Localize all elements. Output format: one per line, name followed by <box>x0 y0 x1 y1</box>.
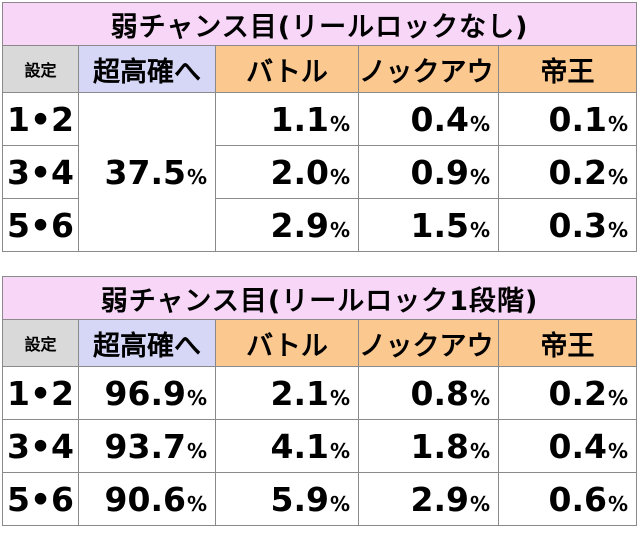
emperor-value: 0.3 <box>548 205 607 245</box>
percent-unit: % <box>469 385 490 410</box>
percent-unit: % <box>608 385 629 410</box>
emperor-value: 0.2 <box>548 373 608 413</box>
percent-unit: % <box>608 491 629 516</box>
percent-unit: % <box>469 438 490 463</box>
knockout-value-cell: 1.5% <box>358 198 499 252</box>
percent-unit: % <box>469 111 490 136</box>
percent-unit: % <box>329 491 350 516</box>
percent-unit: % <box>329 385 350 410</box>
header-setting: 設定 <box>2 319 79 367</box>
table-reel-lock-1: 弱チャンス目(リールロック1段階) 設定 超高確へ バトル ノックアウト 帝王 … <box>1 276 638 526</box>
emperor-value-cell: 0.2% <box>497 145 638 199</box>
setting-label: 5•6 <box>2 472 79 526</box>
setting-label: 1•2 <box>2 366 79 420</box>
battle-value: 4.1 <box>270 426 329 466</box>
knockout-value-cell: 1.8% <box>358 419 499 473</box>
table-title: 弱チャンス目(リールロック1段階) <box>1 276 638 320</box>
knockout-value-cell: 0.4% <box>358 92 499 146</box>
battle-value-cell: 5.9% <box>215 472 359 526</box>
table-row: 1•2 96.9% 2.1% 0.8% 0.2% <box>2 366 638 420</box>
knockout-value: 0.4 <box>410 99 469 139</box>
super-high-value: 96.9 <box>104 373 186 413</box>
percent-unit: % <box>186 385 207 410</box>
emperor-value-cell: 0.6% <box>497 472 638 526</box>
knockout-value: 1.5 <box>410 205 469 245</box>
emperor-value-cell: 0.4% <box>497 419 638 473</box>
knockout-value-cell: 0.9% <box>358 145 499 199</box>
super-high-value: 93.7 <box>104 426 186 466</box>
battle-value-cell: 1.1% <box>215 92 359 146</box>
knockout-value: 0.9 <box>410 152 469 192</box>
percent-unit: % <box>186 491 207 516</box>
percent-unit: % <box>329 217 350 242</box>
header-emperor: 帝王 <box>497 319 638 367</box>
emperor-value-cell: 0.3% <box>497 198 638 252</box>
battle-value: 1.1 <box>270 99 329 139</box>
emperor-value: 0.4 <box>548 426 608 466</box>
super-high-value-cell: 93.7% <box>78 419 216 473</box>
table-row: 3•4 2.0% 0.9% 0.2% <box>2 145 638 199</box>
battle-value-cell: 4.1% <box>215 419 359 473</box>
table-title: 弱チャンス目(リールロックなし) <box>1 2 638 46</box>
battle-value: 2.1 <box>270 373 329 413</box>
battle-value-cell: 2.1% <box>215 366 359 420</box>
table-row: 5•6 90.6% 5.9% 2.9% 0.6% <box>2 472 638 526</box>
knockout-value: 2.9 <box>410 479 469 519</box>
percent-unit: % <box>608 164 629 189</box>
super-high-value: 37.5 <box>104 152 186 192</box>
percent-unit: % <box>329 438 350 463</box>
percent-unit: % <box>186 438 207 463</box>
table-row: 1•2 37.5% 1.1% 0.4% 0.1% <box>2 92 638 252</box>
header-knockout: ノックアウト <box>358 45 499 93</box>
percent-unit: % <box>608 438 629 463</box>
header-emperor: 帝王 <box>497 45 638 93</box>
header-battle: バトル <box>215 45 359 93</box>
setting-label: 5•6 <box>2 198 79 252</box>
battle-value: 2.0 <box>270 152 329 192</box>
setting-label: 3•4 <box>2 419 79 473</box>
header-setting: 設定 <box>2 45 79 93</box>
percent-unit: % <box>329 111 350 136</box>
knockout-value: 0.8 <box>410 373 469 413</box>
header-super-high: 超高確へ <box>78 319 216 367</box>
super-high-value-cell: 96.9% <box>78 366 216 420</box>
battle-value: 5.9 <box>270 479 329 519</box>
emperor-value: 0.2 <box>548 152 607 192</box>
percent-unit: % <box>469 491 490 516</box>
battle-value-cell: 2.0% <box>215 145 359 199</box>
battle-value-cell: 2.9% <box>215 198 359 252</box>
battle-value: 2.9 <box>270 205 329 245</box>
table-row: 3•4 93.7% 4.1% 1.8% 0.4% <box>2 419 638 473</box>
percent-unit: % <box>329 164 350 189</box>
emperor-value-cell: 0.1% <box>497 92 638 146</box>
super-high-value-cell: 37.5% <box>78 92 216 252</box>
percent-unit: % <box>469 164 490 189</box>
knockout-value: 1.8 <box>410 426 469 466</box>
knockout-value-cell: 2.9% <box>358 472 499 526</box>
super-high-value: 90.6 <box>104 479 186 519</box>
percent-unit: % <box>469 217 490 242</box>
table-row: 5•6 2.9% 1.5% 0.3% <box>2 198 638 252</box>
header-battle: バトル <box>215 319 359 367</box>
header-super-high: 超高確へ <box>78 45 216 93</box>
table-reel-lock-none: 弱チャンス目(リールロックなし) 設定 超高確へ バトル ノックアウト 帝王 1… <box>1 2 638 252</box>
emperor-value-cell: 0.2% <box>497 366 638 420</box>
setting-label: 3•4 <box>2 145 79 199</box>
knockout-value-cell: 0.8% <box>358 366 499 420</box>
emperor-value: 0.6 <box>548 479 608 519</box>
percent-unit: % <box>608 111 629 136</box>
percent-unit: % <box>186 164 207 189</box>
setting-label: 1•2 <box>2 92 79 146</box>
super-high-value-cell: 90.6% <box>78 472 216 526</box>
percent-unit: % <box>608 217 629 242</box>
emperor-value: 0.1 <box>548 99 607 139</box>
header-knockout: ノックアウト <box>358 319 499 367</box>
